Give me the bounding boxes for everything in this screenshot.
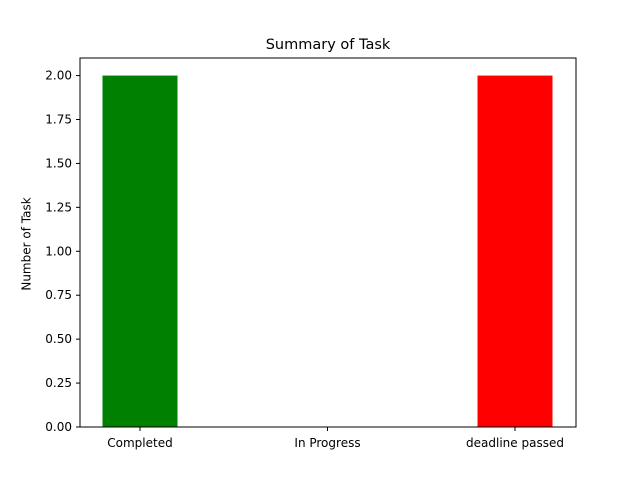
y-axis-label: Number of Task [20,197,34,290]
x-tick-label: In Progress [294,436,360,450]
y-tick-label: 1.00 [45,244,72,258]
x-tick-label: Completed [107,436,172,450]
y-tick-label: 2.00 [45,69,72,83]
y-tick-label: 0.00 [45,420,72,434]
chart-title: Summary of Task [266,37,391,53]
y-tick-label: 1.25 [45,200,72,214]
bar-deadline-passed [477,75,553,428]
y-tick-label: 0.50 [45,332,72,346]
plot-area [79,57,577,428]
x-axis: Completed In Progress deadline passed [107,427,564,450]
y-tick-label: 0.75 [45,288,72,302]
x-tick-label: deadline passed [466,436,564,450]
y-tick-label: 0.25 [45,376,72,390]
y-axis: 0.00 0.25 0.50 0.75 1.00 1.25 1.50 1.75 2.00 [45,69,80,434]
bar-completed [102,75,178,428]
y-tick-label: 1.75 [45,113,72,127]
y-tick-label: 1.50 [45,156,72,170]
